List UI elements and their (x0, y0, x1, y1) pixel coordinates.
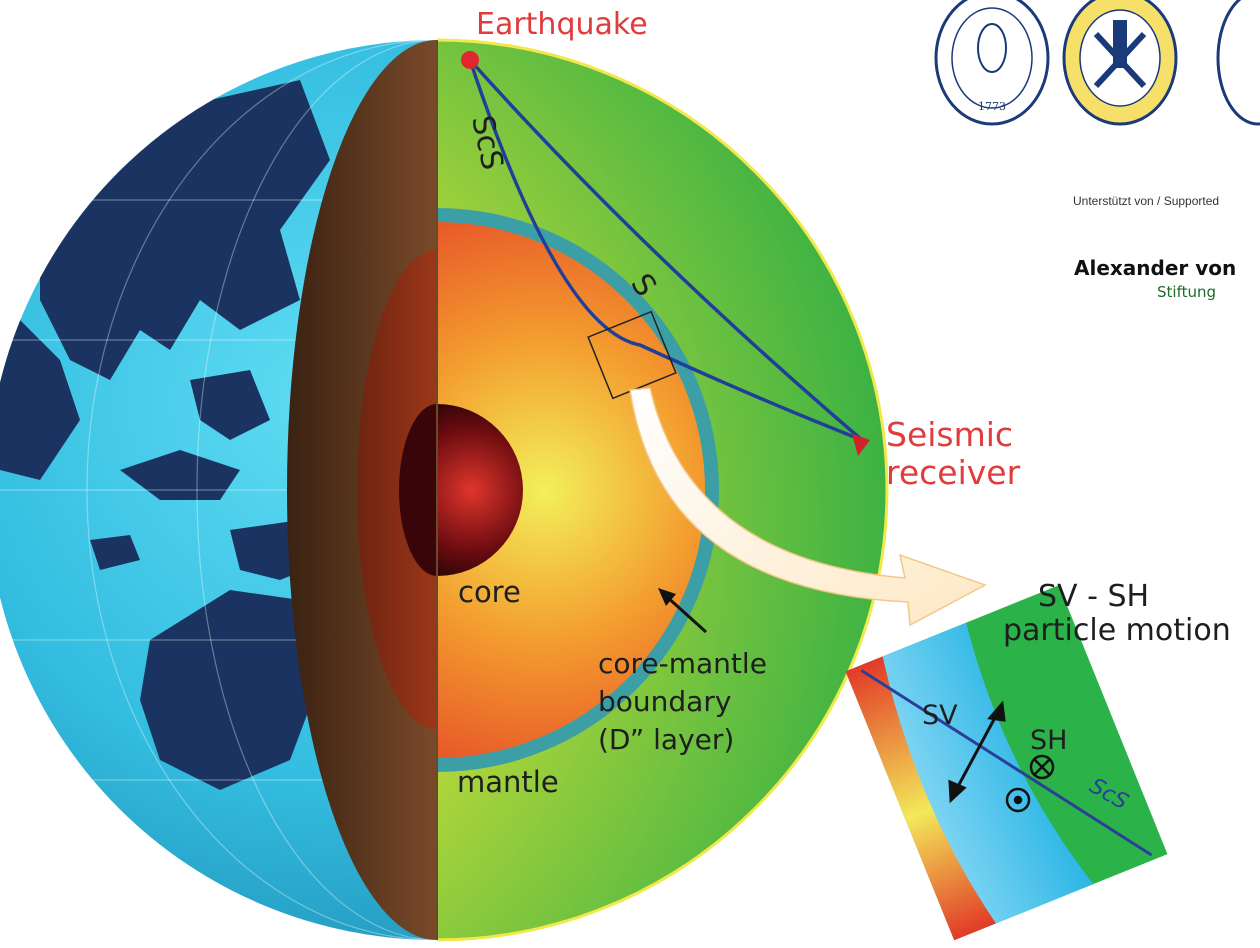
sponsor-name: Alexander von (1074, 256, 1237, 280)
cut-face-core (357, 250, 437, 730)
zoom-box (587, 310, 677, 400)
core-mantle-boundary-label: core-mantle boundary (D” layer) (598, 647, 767, 756)
seismic-receiver-line2: receiver (886, 453, 1021, 492)
cmb-pointer-arrowhead (658, 588, 676, 606)
receiver-triangle-icon (852, 434, 870, 456)
island-indonesia (120, 450, 240, 500)
supported-by-text: Unterstützt von / Supported (1073, 194, 1220, 208)
mantle-label: mantle (457, 765, 559, 799)
sponsor-foundation: Stiftung (1157, 283, 1217, 301)
sh-label: SH (1030, 725, 1068, 756)
s-ray-path (468, 58, 864, 442)
sv-label: SV (922, 700, 958, 731)
arrow-icon (629, 387, 987, 627)
sh-symbols (1005, 754, 1055, 813)
island-islands (90, 535, 140, 570)
continent-asia (40, 80, 330, 380)
svg-text:1773: 1773 (978, 100, 1006, 113)
istanbul-university-seal: 1773 (934, 0, 1050, 126)
particle-motion-arrows (948, 700, 1006, 804)
inset-panel (845, 585, 1168, 941)
mining-faculty-seal (1062, 0, 1178, 126)
seismic-receiver-label: Seismic receiver (886, 416, 1020, 492)
island-borneo (190, 370, 270, 440)
core-label: core (458, 575, 521, 609)
inset-title-line1: SV - SH (1038, 579, 1150, 614)
bee-seal-icon (977, 23, 1007, 73)
earthquake-source-icon (461, 51, 479, 69)
inner-core (437, 404, 523, 576)
third-seal (1216, 0, 1260, 126)
earthquake-label: Earthquake (476, 7, 648, 42)
continent-australia (140, 590, 320, 790)
inner-core-left (399, 404, 437, 576)
scs-ray-path (468, 59, 863, 442)
continent-asia-south (0, 300, 80, 480)
seismic-receiver-line1: Seismic (886, 415, 1014, 454)
inset-title-line2: particle motion (1003, 613, 1231, 648)
outer-core (437, 222, 705, 758)
cmb-pointer-arrow (664, 594, 708, 634)
